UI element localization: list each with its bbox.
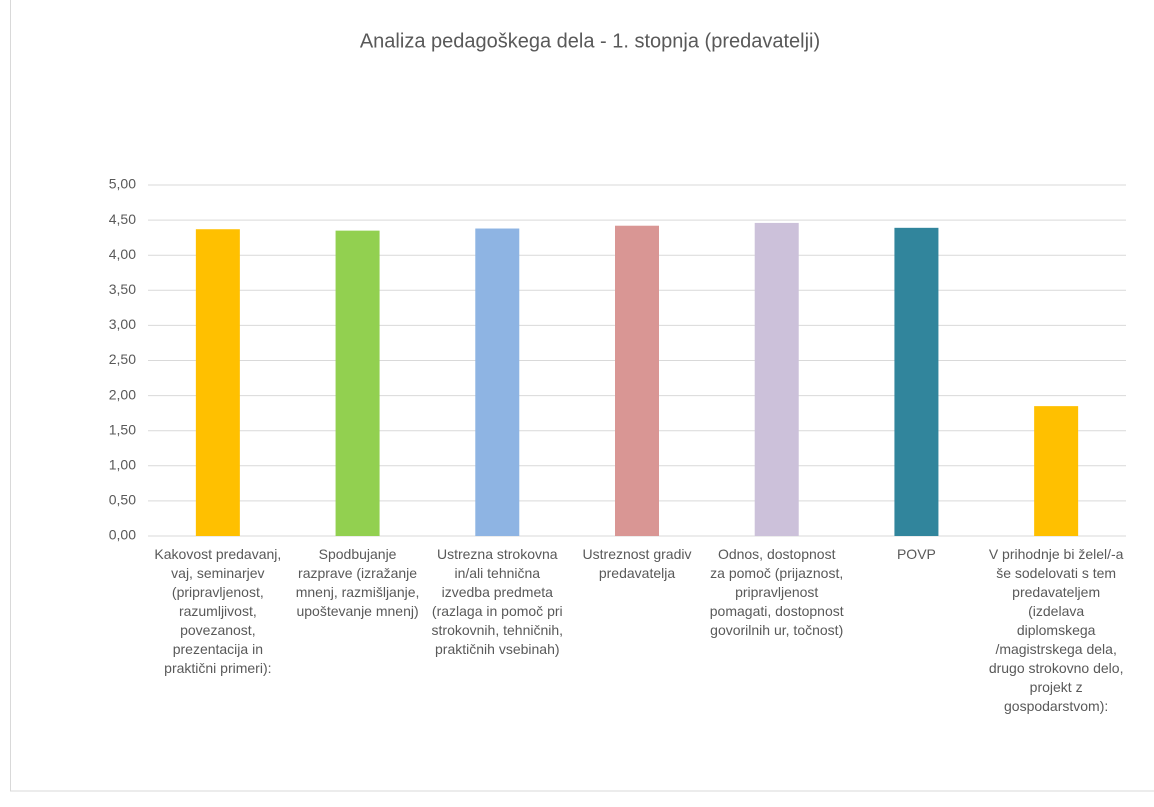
y-tick-label: 3,50 (109, 281, 136, 297)
x-tick-label: Kakovost predavanj, vaj, seminarjev (pri… (154, 546, 282, 676)
x-tick-label: Spodbujanje razprave (izražanje mnenj, r… (295, 546, 420, 619)
chart-frame (10, 0, 1154, 792)
y-tick-label: 4,50 (109, 211, 136, 227)
y-tick-label: 0,00 (109, 527, 136, 543)
y-tick-label: 1,00 (109, 457, 136, 473)
bar (754, 222, 799, 536)
y-tick-label: 1,50 (109, 421, 136, 437)
x-tick-label: Ustreznost gradiv predavatelja (582, 546, 692, 581)
y-tick-label: 2,50 (109, 351, 136, 367)
x-tick-label: V prihodnje bi želel/-a še sodelovati s … (988, 546, 1124, 714)
x-tick-label: Ustrezna strokovna in/ali tehnična izved… (431, 546, 564, 657)
bar (335, 230, 380, 536)
bar (1034, 406, 1079, 536)
bar (615, 225, 659, 536)
bar (894, 227, 939, 536)
y-tick-label: 0,50 (109, 492, 136, 508)
chart-title: Analiza pedagoškega dela - 1. stopnja (p… (360, 30, 820, 52)
x-tick-label: POVP (896, 546, 936, 562)
bar (195, 229, 240, 536)
y-tick-label: 5,00 (109, 176, 136, 192)
bar (475, 228, 520, 537)
y-tick-label: 2,00 (109, 386, 136, 402)
y-tick-label: 3,00 (109, 316, 136, 332)
x-tick-label: Odnos, dostopnost za pomoč (prijaznost, … (709, 546, 844, 638)
y-tick-label: 4,00 (109, 246, 136, 262)
